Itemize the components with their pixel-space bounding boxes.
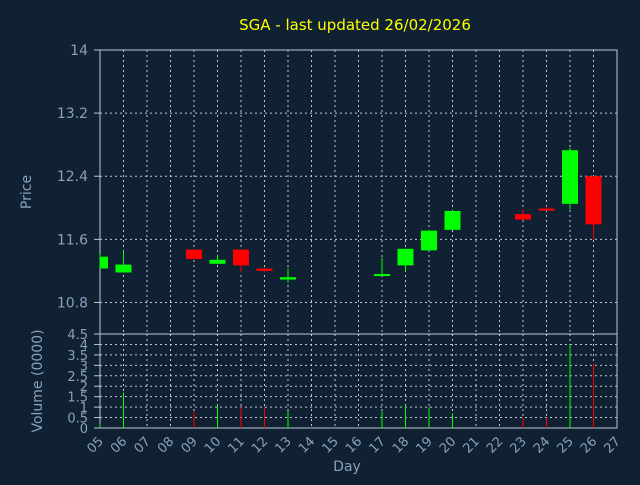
day-tick-label: 09 [179,434,201,456]
price-tick-label: 11.6 [57,232,88,248]
day-tick-label: 20 [437,434,459,456]
volume-tick-label: 0 [80,422,88,437]
candle-body [186,249,202,260]
day-tick-label: 22 [484,434,506,456]
candle [186,249,202,260]
volume-grid [99,333,618,429]
day-tick-label: 08 [155,434,177,456]
day-tick-label: 15 [320,434,342,456]
candle [280,268,296,283]
volume-tick-label: 0.5 [67,412,88,427]
price-tick-label: 14 [70,43,88,59]
candle-body [209,259,226,264]
day-tick-label: 21 [461,434,483,456]
candle [444,210,461,230]
day-tick-label: 13 [273,434,295,456]
day-tick-label: 23 [508,434,530,456]
day-tick-label: 27 [602,434,624,456]
day-tick-label: 07 [132,434,154,456]
volume-tick-label: 1.5 [67,391,88,406]
candle-body [374,274,390,277]
volume-tick-label: 1 [80,401,88,416]
day-tick-label: 19 [414,434,436,456]
candle-body [100,256,108,269]
day-tick-label: 12 [249,434,271,456]
volume-tick-label: 4 [80,338,88,353]
day-tick-label: 06 [108,434,130,456]
day-tick-label: 10 [202,434,224,456]
candle [397,248,414,271]
day-tick-label: 16 [343,434,365,456]
candle [515,209,531,220]
candle [233,249,249,273]
volume-axis-label: Volume (0000) [30,329,46,432]
volume-ticks: 00.511.522.533.544.5 [67,328,100,437]
candle-body [515,214,531,220]
volume-tick-label: 3 [80,359,88,374]
day-tick-label: 26 [578,434,600,456]
volume-tick-label: 2 [80,380,88,395]
candle [421,229,437,251]
candle [585,176,602,240]
candle-body [115,264,132,273]
day-tick-label: 17 [367,434,389,456]
day-tick-label: 24 [531,434,553,456]
candle [256,267,273,273]
candle [99,253,108,269]
candle-body [585,176,602,225]
chart-title: SGA - last updated 26/02/2026 [239,16,471,34]
day-tick-label: 18 [390,434,412,456]
candle [562,147,578,210]
day-tick-label: 14 [296,434,318,456]
day-tick-label: 25 [555,434,577,456]
candle-body [397,248,414,266]
price-tick-label: 13.2 [57,106,88,122]
candle-body [562,150,578,204]
candle [115,251,132,273]
candle [374,257,390,277]
candle-body [280,277,296,280]
candle-body [256,268,273,271]
price-grid [99,49,618,335]
volume-tick-label: 2.5 [67,370,88,385]
day-axis-label: Day [333,459,361,475]
price-ticks: 10.8 11.6 12.4 13.2 14 [57,43,100,311]
candle-body [538,208,555,211]
candlestick-series [99,147,602,283]
price-tick-label: 12.4 [57,169,88,185]
price-axis-label: Price [19,175,35,209]
candle [538,206,555,211]
volume-tick-label: 4.5 [67,328,88,343]
volume-tick-label: 3.5 [67,349,88,364]
volume-series [99,344,594,428]
candle-body [444,210,461,230]
day-tick-label: 11 [226,434,248,456]
candle-body [233,249,249,266]
candle-body [421,230,437,251]
day-tick-label: 05 [85,434,107,456]
day-ticks: 05 06 07 08 09 10 11 12 13 14 15 16 17 18 19 20 21 22 23 24… [85,434,624,456]
price-tick-label: 10.8 [57,295,88,311]
candle [209,255,226,264]
